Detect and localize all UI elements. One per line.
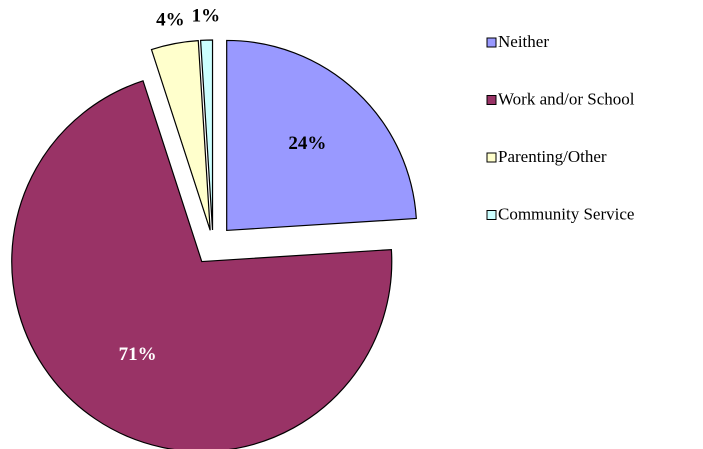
- data-label: 1%: [192, 6, 221, 27]
- legend-swatch: [486, 95, 497, 105]
- data-label: 71%: [119, 344, 157, 365]
- data-label: 24%: [288, 133, 326, 154]
- legend-swatch: [486, 210, 497, 220]
- legend-swatch: [486, 152, 497, 163]
- pie-slice: [150, 40, 211, 231]
- legend-label: Parenting/Other: [498, 147, 607, 166]
- data-label: 4%: [156, 10, 185, 31]
- legend-label: Work and/or School: [498, 89, 635, 108]
- pie-slice: [11, 80, 393, 449]
- pie-slice: [199, 39, 214, 231]
- legend-label: Community Service: [498, 204, 634, 223]
- legend-label: Neither: [498, 32, 549, 51]
- pie-slice: [226, 39, 417, 232]
- legend-swatch: [486, 37, 497, 48]
